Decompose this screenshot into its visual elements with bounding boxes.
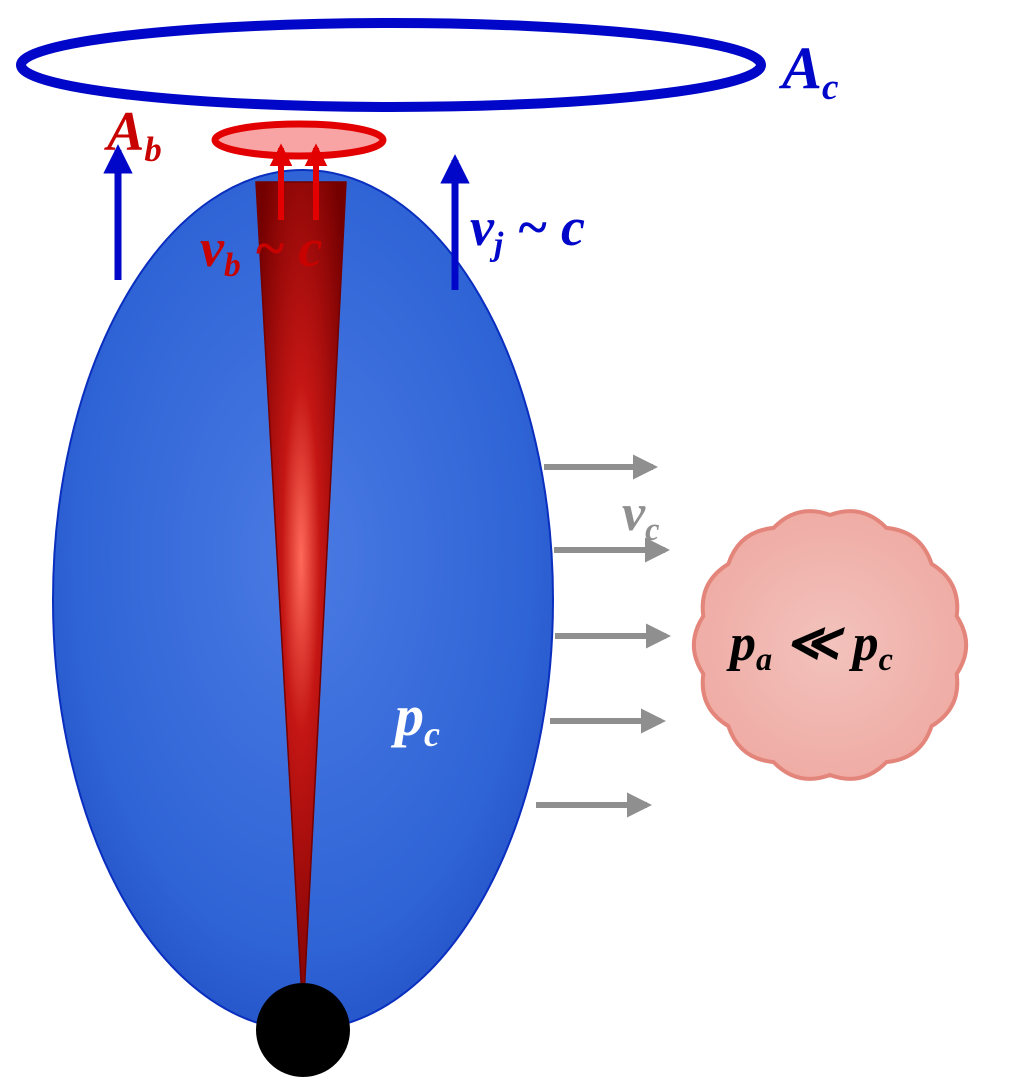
outer-ring: [21, 23, 761, 107]
label-pa-pc: pa ≪ pc: [726, 615, 893, 677]
label-Ab: Ab: [104, 101, 162, 169]
label-vb: vb ~ c: [200, 218, 322, 284]
label-vj: vj ~ c: [470, 197, 585, 263]
label-Ac: Ac: [778, 35, 839, 108]
black-hole: [256, 983, 350, 1077]
label-vc: vc: [622, 485, 659, 547]
inner-ring: [215, 124, 383, 156]
